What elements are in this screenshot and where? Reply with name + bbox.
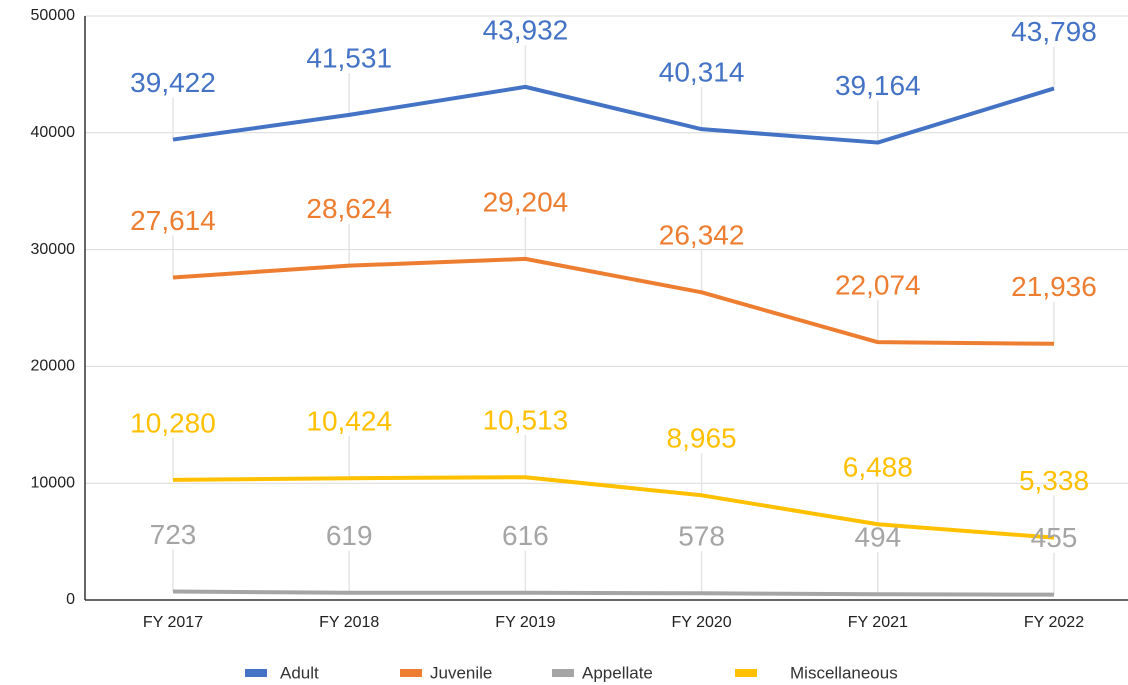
legend-item: Adult bbox=[245, 663, 319, 682]
data-label: 619 bbox=[326, 520, 373, 551]
y-tick-label: 10000 bbox=[31, 474, 76, 491]
data-label: 455 bbox=[1031, 522, 1078, 553]
x-tick-label: FY 2018 bbox=[319, 614, 379, 631]
data-label: 8,965 bbox=[667, 423, 737, 454]
x-tick-label: FY 2021 bbox=[848, 614, 908, 631]
data-label: 39,164 bbox=[835, 70, 921, 101]
data-label: 43,798 bbox=[1011, 16, 1097, 47]
legend-swatch bbox=[735, 669, 757, 677]
legend-item: Appellate bbox=[552, 663, 653, 682]
y-tick-label: 40000 bbox=[31, 124, 76, 141]
x-tick-label: FY 2019 bbox=[495, 614, 555, 631]
legend-label: Juvenile bbox=[430, 663, 492, 682]
data-label: 21,936 bbox=[1011, 271, 1097, 302]
series-line bbox=[172, 589, 1055, 597]
y-tick-label: 0 bbox=[66, 591, 75, 608]
series-line bbox=[172, 475, 1055, 540]
legend-swatch bbox=[552, 669, 574, 677]
x-tick-label: FY 2017 bbox=[143, 614, 203, 631]
series-line bbox=[172, 84, 1055, 145]
data-label: 616 bbox=[502, 520, 549, 551]
legend-label: Adult bbox=[280, 663, 319, 682]
data-label: 22,074 bbox=[835, 270, 921, 301]
data-label: 27,614 bbox=[130, 205, 216, 236]
data-label: 5,338 bbox=[1019, 465, 1089, 496]
data-label: 6,488 bbox=[843, 452, 913, 483]
y-tick-label: 30000 bbox=[31, 241, 76, 258]
data-label: 43,932 bbox=[483, 14, 569, 45]
data-label: 26,342 bbox=[659, 220, 745, 251]
data-label: 29,204 bbox=[483, 186, 569, 217]
data-label: 39,422 bbox=[130, 67, 216, 98]
legend-label: Miscellaneous bbox=[790, 663, 898, 682]
legend-label: Appellate bbox=[582, 663, 653, 682]
data-label: 10,424 bbox=[306, 406, 392, 437]
data-label: 28,624 bbox=[306, 193, 392, 224]
x-tick-label: FY 2020 bbox=[671, 614, 731, 631]
legend-swatch bbox=[400, 669, 422, 677]
legend-swatch bbox=[245, 669, 267, 677]
data-label: 723 bbox=[150, 519, 197, 550]
series-line bbox=[172, 256, 1055, 346]
data-label: 10,280 bbox=[130, 407, 216, 438]
y-tick-label: 20000 bbox=[31, 358, 76, 375]
x-tick-label: FY 2022 bbox=[1024, 614, 1084, 631]
data-label: 10,513 bbox=[483, 405, 569, 436]
data-label: 578 bbox=[678, 521, 725, 552]
legend-item: Juvenile bbox=[400, 663, 492, 682]
legend-item: Miscellaneous bbox=[735, 663, 898, 682]
data-label: 494 bbox=[854, 522, 901, 553]
data-label: 40,314 bbox=[659, 57, 745, 88]
data-label: 41,531 bbox=[306, 42, 392, 73]
y-tick-label: 50000 bbox=[31, 7, 76, 24]
